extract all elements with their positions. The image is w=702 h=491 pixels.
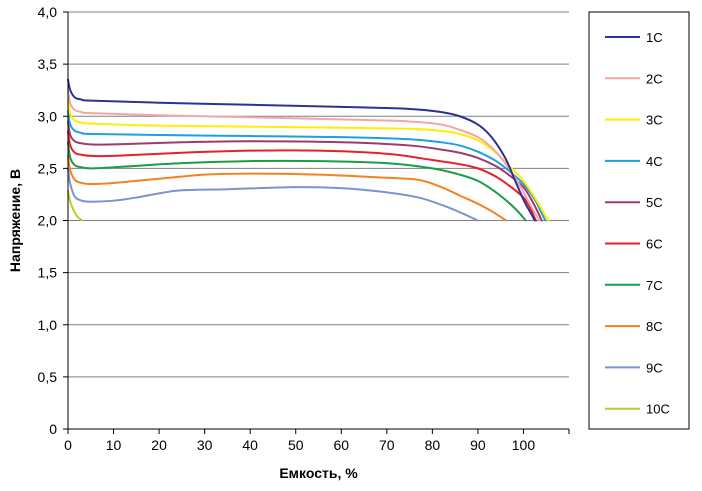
legend-label-4c: 4C <box>646 154 663 169</box>
x-tick-label: 50 <box>288 437 304 453</box>
series-line-7c <box>67 141 527 222</box>
series-line-10c <box>67 190 84 222</box>
x-tick-label: 20 <box>151 437 167 453</box>
y-tick-label: 0,5 <box>38 369 58 385</box>
legend-label-9c: 9C <box>646 360 663 375</box>
legend: 1C 2C 3C 4C 5C 6C 7C 8C 9C 10C <box>588 11 690 430</box>
x-axis-title: Емкость, % <box>279 465 358 481</box>
legend-box <box>588 11 690 430</box>
legend-items: 1C 2C 3C 4C 5C 6C 7C 8C 9C 10C <box>605 30 670 417</box>
legend-label-1c: 1C <box>646 30 663 45</box>
x-tick-label: 60 <box>333 437 349 453</box>
series-line-8c <box>67 154 508 222</box>
y-tick-label: 1,5 <box>38 265 58 281</box>
series-line-2c <box>67 89 541 222</box>
x-tick-label: 90 <box>470 437 486 453</box>
y-tick-label: 2,5 <box>38 160 58 176</box>
y-tick-labels: 0 0,5 1,0 1,5 2,0 2,5 3,0 3,5 4,0 <box>38 4 68 437</box>
x-tick-labels: 0 10 20 30 40 50 60 70 80 90 100 <box>64 429 570 453</box>
series-line-5c <box>67 120 543 222</box>
legend-label-10c: 10C <box>646 402 670 417</box>
y-tick-label: 3,0 <box>38 108 58 124</box>
series-line-3c <box>67 99 550 222</box>
y-tick-label: 3,5 <box>38 56 58 72</box>
x-tick-label: 30 <box>197 437 213 453</box>
series-lines <box>67 78 550 222</box>
legend-label-2c: 2C <box>646 71 663 86</box>
x-tick-label: 10 <box>106 437 122 453</box>
y-tick-label: 0 <box>49 421 57 437</box>
legend-label-8c: 8C <box>646 319 663 334</box>
y-tick-label: 4,0 <box>38 4 58 20</box>
grid <box>68 11 569 378</box>
x-tick-label: 40 <box>242 437 258 453</box>
legend-label-3c: 3C <box>646 113 663 128</box>
series-line-4c <box>67 110 547 222</box>
y-axis-title: Напряжение, В <box>7 169 23 272</box>
x-tick-label: 70 <box>379 437 395 453</box>
x-tick-label: 80 <box>425 437 441 453</box>
series-line-9c <box>67 167 479 222</box>
legend-label-7c: 7C <box>646 278 663 293</box>
legend-label-6c: 6C <box>646 237 663 252</box>
series-line-1c <box>67 78 536 222</box>
y-tick-label: 2,0 <box>38 213 58 229</box>
y-tick-label: 1,0 <box>38 317 58 333</box>
x-tick-label: 100 <box>512 437 536 453</box>
x-tick-label: 0 <box>64 437 72 453</box>
legend-label-5c: 5C <box>646 195 663 210</box>
